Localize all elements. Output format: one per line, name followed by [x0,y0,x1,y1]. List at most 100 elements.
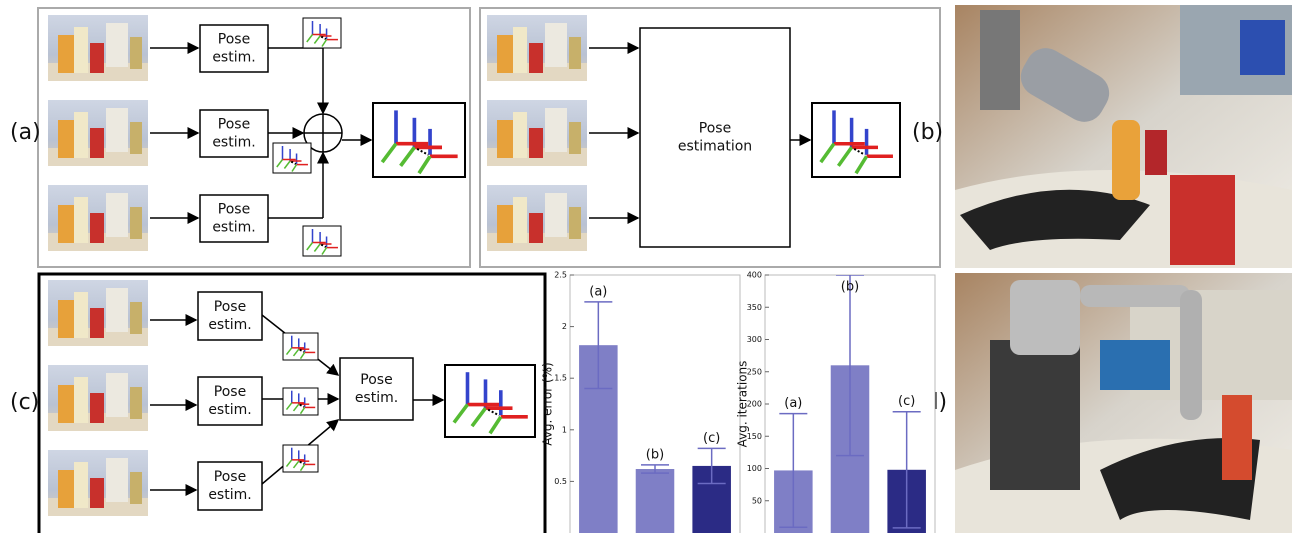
thumb-object [106,458,128,502]
panel-label: (b) [912,120,943,145]
category-label: (b) [841,280,859,295]
thumb-object [58,120,74,158]
node-label: Pose [218,117,250,133]
thumb-object [74,112,88,158]
node-label: estimation [678,139,752,155]
thumb-object [106,108,128,152]
thumb-object [569,37,581,69]
category-label: (c) [703,431,720,446]
thumbnail [48,15,148,81]
node-label: estim. [208,487,251,503]
thumb-object [74,462,88,508]
node-label: Pose [214,469,246,485]
thumb-object [529,43,543,73]
pose-frame [283,388,318,415]
pose-icon [445,365,535,437]
pose-frame [812,103,900,177]
thumb-object [130,387,142,419]
node-label: estim. [355,390,398,406]
thumb-object [130,472,142,504]
pose-icon [303,226,341,256]
node-box [640,28,790,247]
pose-frame [373,103,465,177]
thumb-object [58,470,74,508]
thumb-object [90,393,104,423]
photo-top [955,5,1292,268]
thumbnail [48,185,148,251]
y-axis-label: Avg. iterations [736,361,750,448]
figure: (a) (b) (c) (d) Poseestim.Poseestim.Pose… [0,0,1292,533]
thumb-object [106,373,128,417]
node-box [340,358,413,420]
pose-frame [445,365,535,437]
thumb-object [106,23,128,67]
pose-icon [812,103,900,177]
node-label: Pose [360,372,392,388]
pose-frame [303,18,341,48]
pose-icon [283,388,318,415]
thumbnail [487,15,587,81]
category-label: (a) [784,396,802,411]
y-tick-label: 1 [562,425,567,434]
node-label: Pose [699,121,731,137]
thumb-object [90,213,104,243]
y-tick-label: 0.5 [554,477,567,486]
node-label: Pose [218,32,250,48]
thumb-object [58,300,74,338]
thumb-object [58,35,74,73]
y-tick-label: 50 [752,496,762,505]
node-label: Pose [214,384,246,400]
thumbnail [48,450,148,516]
thumb-object [74,377,88,423]
category-label: (c) [898,394,915,409]
panel-label: (c) [10,390,39,415]
thumb-object [130,122,142,154]
thumb-object [497,205,513,243]
node-label: estim. [212,135,255,151]
y-tick-label: 1.5 [554,374,567,383]
pose-icon [283,445,318,472]
thumbnail [487,100,587,166]
y-tick-label: 2 [562,322,567,331]
thumb-object [106,193,128,237]
thumb-object [90,43,104,73]
pose-icon [373,103,465,177]
thumb-object [513,197,527,243]
y-tick-label: 400 [747,271,762,280]
thumb-object [529,128,543,158]
thumb-object [130,37,142,69]
pose-frame [283,333,318,360]
panel-label: (a) [10,120,41,145]
thumb-object [90,308,104,338]
thumb-object [569,207,581,239]
thumb-object [90,128,104,158]
thumbnail [48,365,148,431]
thumb-object [74,27,88,73]
thumbnail [48,280,148,346]
node-label: estim. [212,220,255,236]
y-tick-label: 100 [747,464,762,473]
thumb-object [513,112,527,158]
bar [636,469,675,533]
thumb-object [74,197,88,243]
thumb-object [497,35,513,73]
photo-bottom [955,273,1292,533]
node-label: estim. [208,317,251,333]
thumb-object [58,385,74,423]
node-label: estim. [212,50,255,66]
thumb-object [130,207,142,239]
pose-icon [303,18,341,48]
node-label: Pose [214,299,246,315]
thumb-object [545,23,567,67]
node-label: estim. [208,402,251,418]
thumb-object [90,478,104,508]
pose-icon [273,143,311,173]
category-label: (a) [589,284,607,299]
thumb-object [529,213,543,243]
thumb-object [130,302,142,334]
y-tick-label: 2.5 [554,271,567,280]
pose-icon [283,333,318,360]
thumb-object [513,27,527,73]
thumb-object [497,120,513,158]
pose-frame [303,226,341,256]
